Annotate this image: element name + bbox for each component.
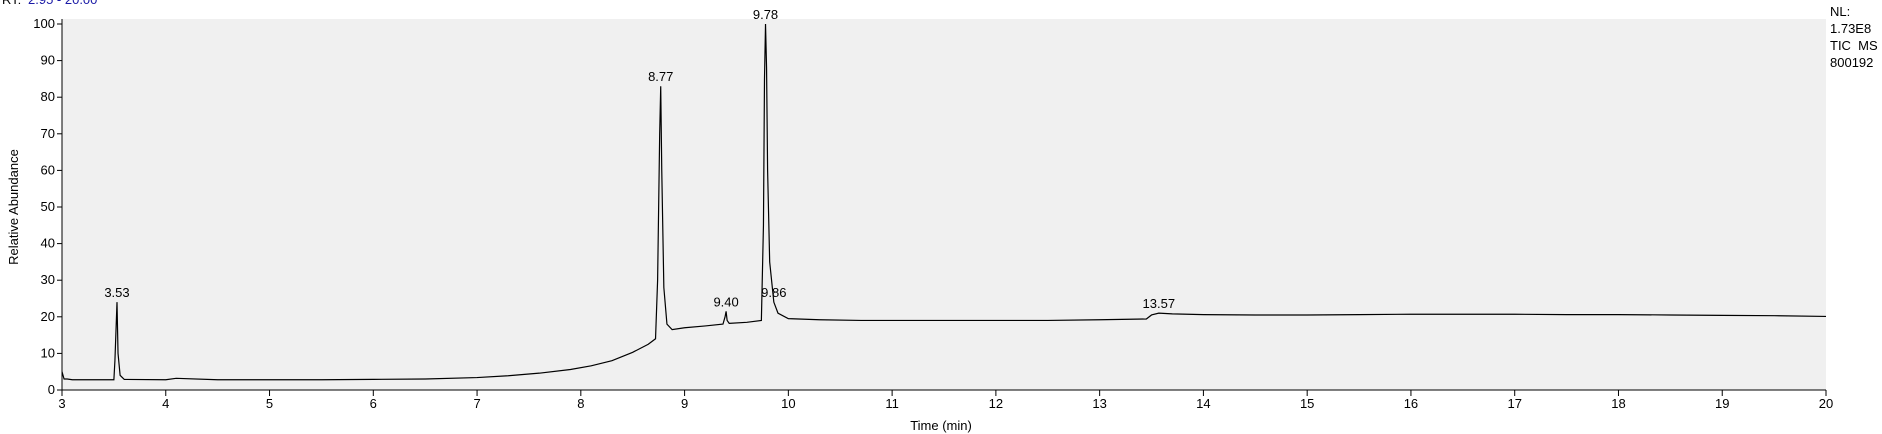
peak-label: 9.78 [753, 7, 778, 22]
x-tick-label: 7 [473, 396, 480, 411]
peak-label: 9.40 [713, 294, 738, 309]
x-tick-label: 12 [989, 396, 1003, 411]
x-tick-label: 19 [1715, 396, 1729, 411]
x-tick-label: 13 [1092, 396, 1106, 411]
y-tick-label: 30 [41, 272, 55, 287]
x-tick-label: 14 [1196, 396, 1210, 411]
header-label: RT: [2, 0, 21, 7]
peak-label: 8.77 [648, 69, 673, 84]
x-tick-label: 5 [266, 396, 273, 411]
x-tick-label: 11 [885, 396, 899, 411]
peak-label: 9.86 [761, 285, 786, 300]
y-tick-label: 50 [41, 199, 55, 214]
peak-label: 3.53 [104, 285, 129, 300]
x-tick-label: 3 [58, 396, 65, 411]
x-tick-label: 17 [1507, 396, 1521, 411]
x-tick-label: 8 [577, 396, 584, 411]
info-text: 800192 [1830, 55, 1873, 70]
x-axis-label: Time (min) [910, 418, 972, 433]
x-tick-label: 10 [781, 396, 795, 411]
peak-label: 13.57 [1143, 296, 1176, 311]
x-tick-label: 16 [1404, 396, 1418, 411]
trace [61, 23, 1827, 381]
y-axis-label: Relative Abundance [6, 149, 21, 265]
info-text: NL: [1830, 4, 1850, 19]
x-tick-label: 15 [1300, 396, 1314, 411]
y-tick-label: 80 [41, 89, 55, 104]
x-tick-label: 9 [681, 396, 688, 411]
y-tick-label: 60 [41, 162, 55, 177]
header-range: 2.95 - 20.00 [28, 0, 97, 7]
y-tick-label: 10 [41, 345, 55, 360]
info-text: TIC MS [1830, 38, 1878, 53]
y-tick-label: 70 [41, 126, 55, 141]
x-tick-label: 6 [370, 396, 377, 411]
x-tick-label: 18 [1611, 396, 1625, 411]
y-tick-label: 40 [41, 236, 55, 251]
y-tick-label: 100 [33, 16, 55, 31]
y-tick-label: 0 [48, 382, 55, 397]
plot-area [62, 19, 1826, 390]
x-tick-label: 4 [162, 396, 169, 411]
info-text: 1.73E8 [1830, 21, 1871, 36]
y-tick-label: 90 [41, 53, 55, 68]
x-tick-label: 20 [1819, 396, 1833, 411]
y-tick-label: 20 [41, 309, 55, 324]
